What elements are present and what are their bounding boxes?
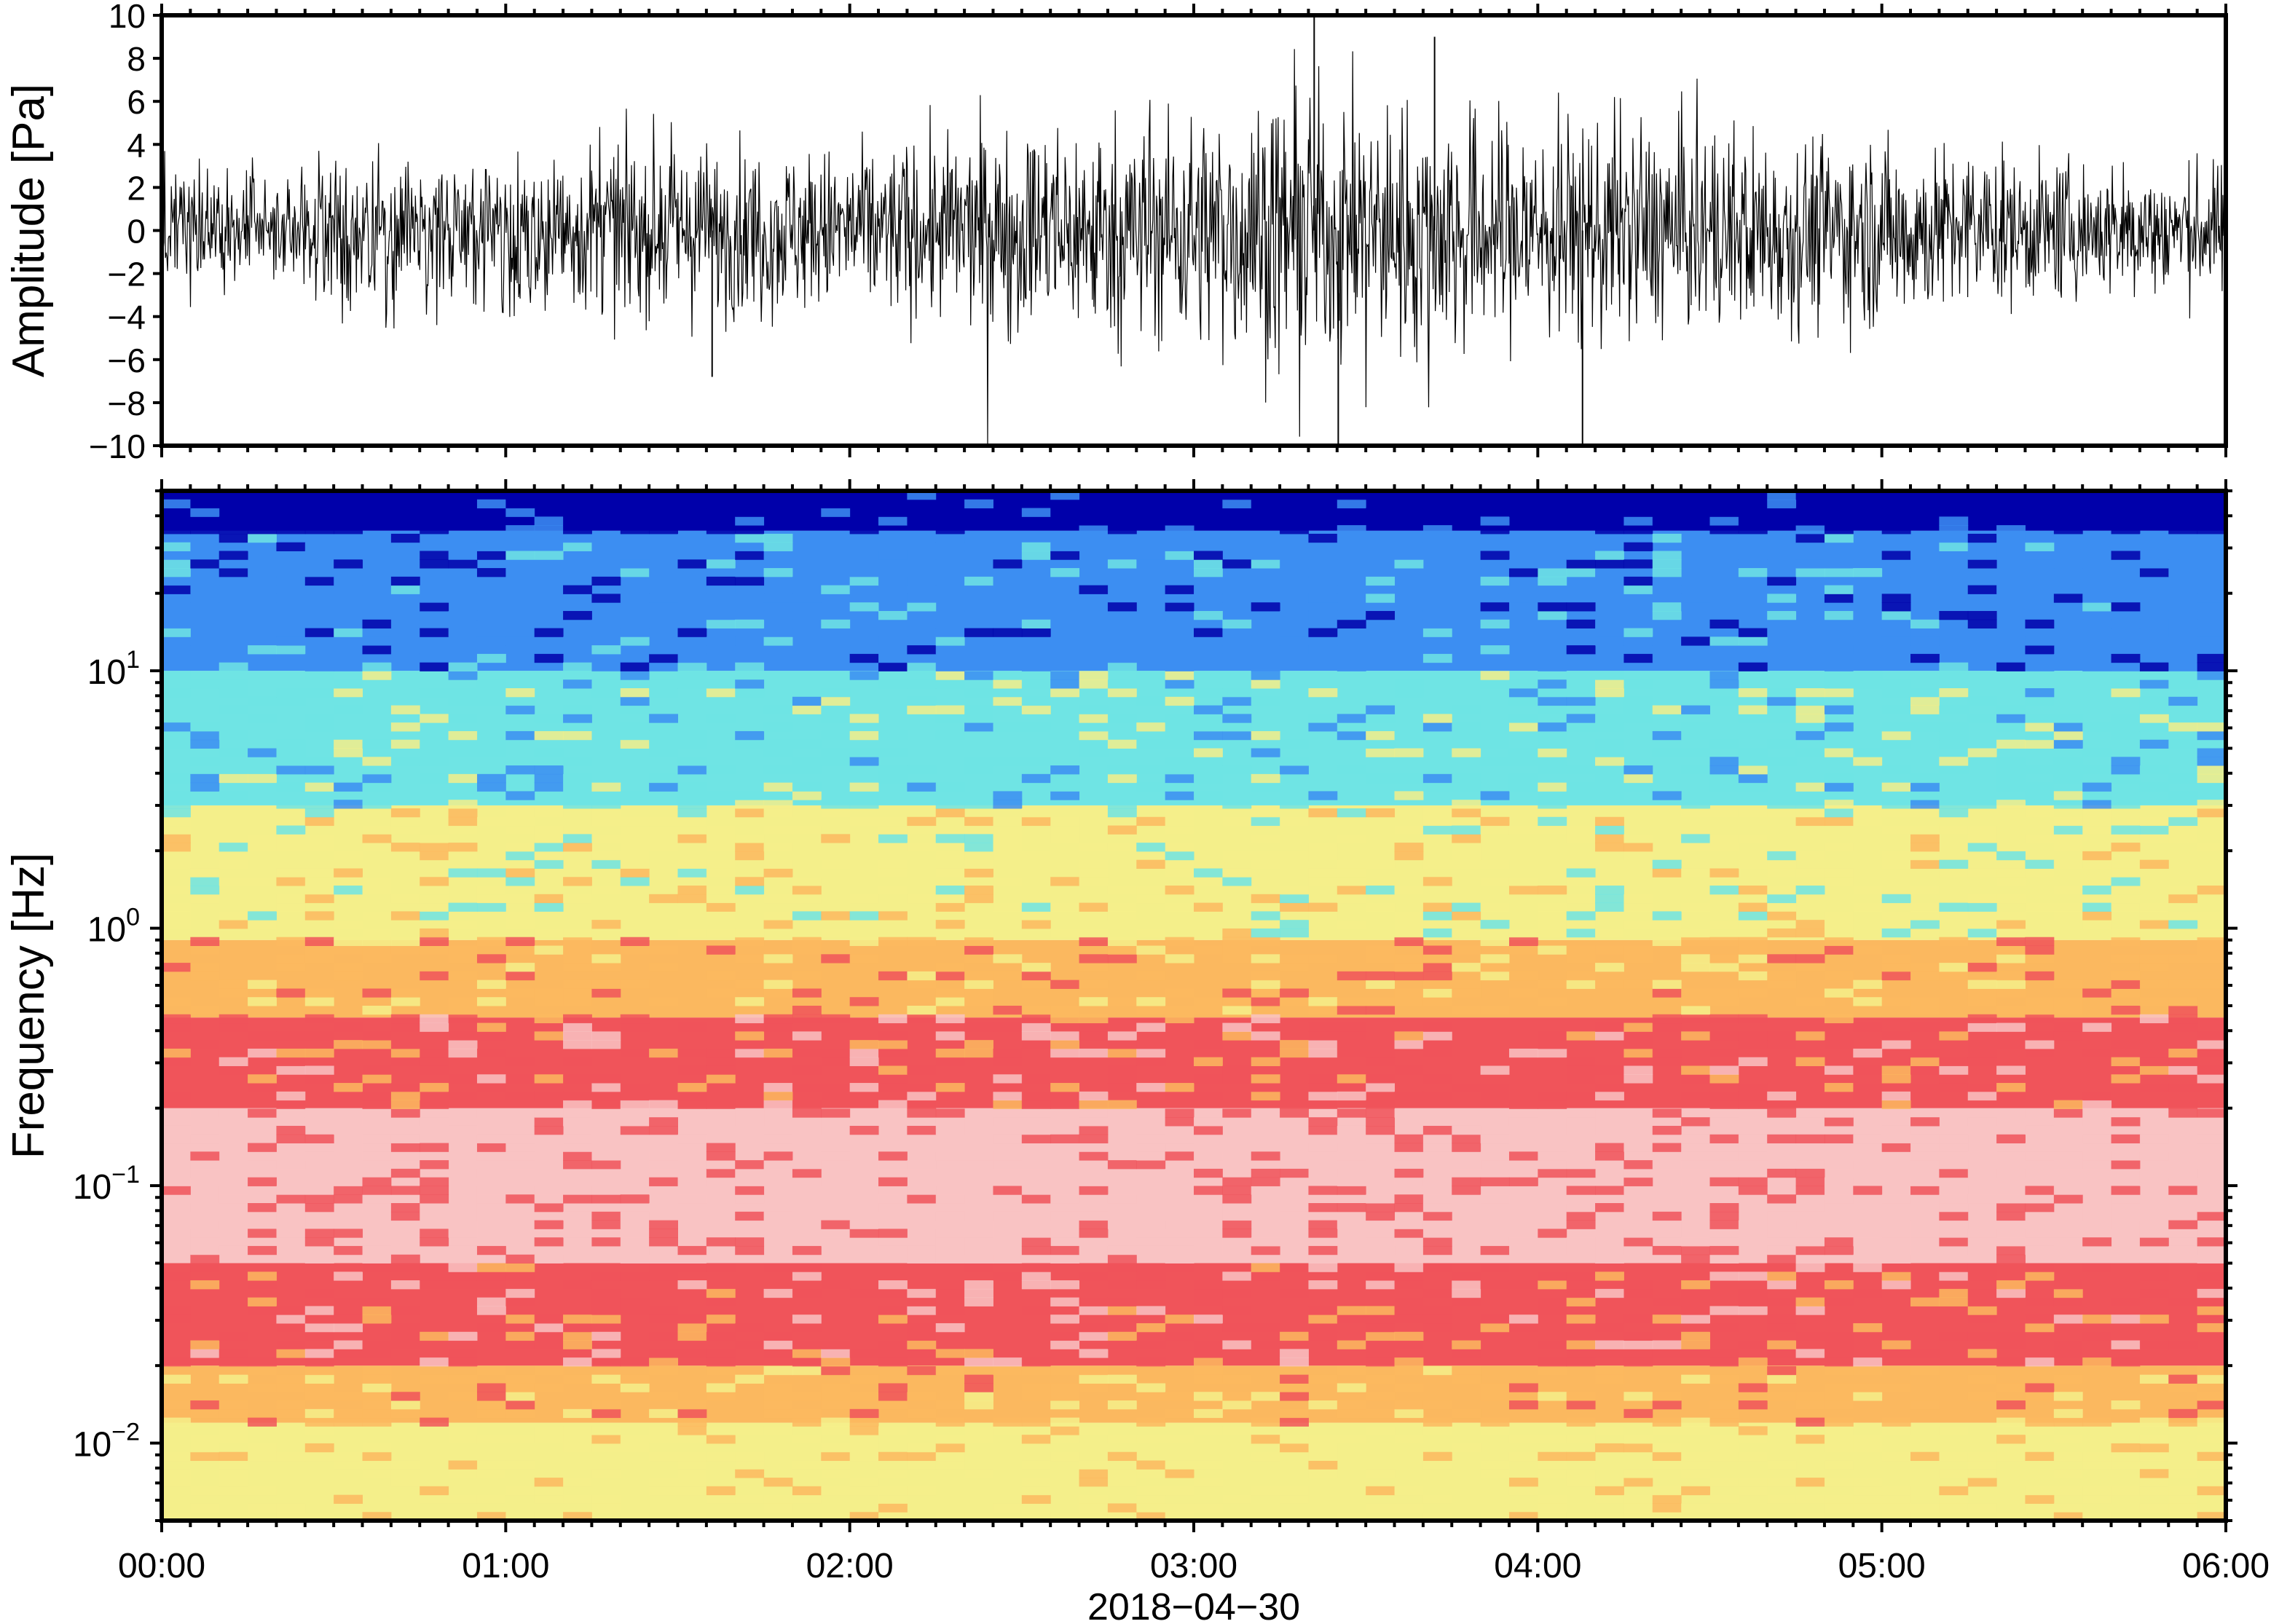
spectrogram-panel: 10−2 10−1 100 101 00:00 01:00 02:00 03:00 04:00… bbox=[4, 479, 2270, 1624]
waveform-y-tick-label: 2 bbox=[127, 169, 146, 207]
spectrogram-y-tick-label: 10−1 bbox=[73, 1161, 140, 1207]
waveform-y-tick-label: −4 bbox=[108, 299, 146, 336]
spectrogram-x-tick-label: 05:00 bbox=[1838, 1547, 1926, 1585]
spectrogram-x-tick-label: 00:00 bbox=[118, 1547, 205, 1585]
waveform-line bbox=[162, 49, 2226, 446]
waveform-y-tick-label: 8 bbox=[127, 40, 146, 78]
waveform-y-tick-label: −6 bbox=[108, 342, 146, 379]
spectrogram-y-axis-label: Frequency [Hz] bbox=[4, 853, 54, 1159]
waveform-y-ticks: −10 −8 −6 −4 −2 0 2 4 6 8 10 bbox=[89, 0, 162, 465]
spectrogram-x-tick-label: 01:00 bbox=[462, 1547, 549, 1585]
spectrogram-x-tick-label: 02:00 bbox=[806, 1547, 894, 1585]
waveform-y-tick-label: 6 bbox=[127, 83, 146, 121]
spectrogram-heatmap bbox=[162, 491, 2226, 1521]
spectrogram-x-axis-label: 2018−04−30 bbox=[1087, 1586, 1300, 1624]
waveform-panel: −10 −8 −6 −4 −2 0 2 4 6 8 10 Amplitude [Pa] bbox=[4, 0, 2228, 465]
waveform-y-tick-label: −10 bbox=[89, 427, 146, 465]
spectrogram-x-tick-label: 06:00 bbox=[2182, 1547, 2270, 1585]
waveform-y-tick-label: −8 bbox=[108, 385, 146, 422]
spectrogram-y-tick-label: 10−2 bbox=[73, 1419, 140, 1465]
spectrogram-x-tick-label: 03:00 bbox=[1150, 1547, 1237, 1585]
spectrogram-x-ticks: 00:00 01:00 02:00 03:00 04:00 05:00 06:00 bbox=[118, 479, 2270, 1585]
waveform-y-tick-label: −2 bbox=[108, 256, 146, 293]
spectrogram-y-tick-label: 101 bbox=[87, 646, 140, 692]
waveform-trace bbox=[162, 15, 2226, 446]
waveform-y-tick-label: 0 bbox=[127, 213, 146, 251]
spectrogram-x-tick-label: 04:00 bbox=[1494, 1547, 1581, 1585]
waveform-y-axis-label: Amplitude [Pa] bbox=[4, 84, 54, 377]
spectrogram-y-tick-label: 100 bbox=[87, 904, 140, 950]
waveform-y-tick-label: 10 bbox=[109, 0, 146, 35]
waveform-x-ticks bbox=[160, 4, 2227, 457]
spectrogram-y-ticks: 10−2 10−1 100 101 bbox=[73, 489, 2237, 1522]
waveform-y-tick-label: 4 bbox=[127, 126, 146, 164]
